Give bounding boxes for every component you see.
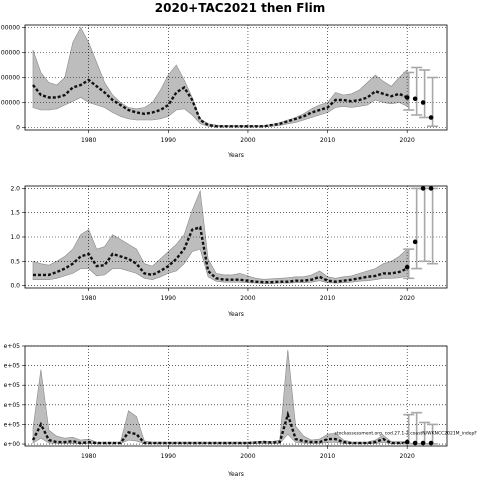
panel-middle-xtick-label: 1980	[81, 295, 96, 302]
panel-bottom-projection-point	[420, 440, 426, 446]
panel-top-projection-point	[428, 115, 434, 120]
panel-middle-ytick-label: 0.0	[10, 283, 20, 290]
panel-top-confidence-band	[32, 26, 408, 128]
panel-bottom-confidence-band	[32, 349, 408, 444]
panel-top-ytick-label: 0	[16, 125, 20, 132]
panel-middle-xtick-label: 1990	[161, 295, 176, 302]
panel-middle-confidence-band	[32, 189, 408, 284]
panel-bottom-plot: 1980 1990 2000 2010 2020 e+00 e+05 e+05 e+05 e+05…	[4, 343, 478, 478]
panel-top-xlabel: Years	[227, 152, 244, 159]
panel-top-projection-point	[420, 100, 426, 105]
panel-middle-ytick-label: 1.5	[10, 210, 20, 217]
panel-bottom-xtick-label: 2000	[240, 453, 255, 460]
panel-bottom-ytick-label: e+00	[4, 441, 21, 448]
panel-bottom-xlabel: Years	[227, 471, 244, 478]
panel-top-ytick-label: 00000	[1, 75, 20, 82]
panel-top-xtick-label: 1990	[161, 137, 176, 144]
panel-middle-xtick-label: 2020	[400, 295, 415, 302]
panel-middle-projection-point	[420, 186, 426, 191]
panel-bottom-ytick-label: e+05	[4, 421, 21, 428]
panel-bottom-ytick-label: e+05	[4, 343, 21, 350]
panel-top-ytick-label: 00000	[1, 25, 20, 32]
panel-bottom-xtick-label: 2010	[320, 453, 335, 460]
panel-middle-projection-point	[428, 186, 434, 191]
panel-bottom-median-line	[31, 410, 408, 445]
panel-middle-median-line	[33, 225, 408, 284]
panel-bottom-xtick-label: 1980	[81, 453, 96, 460]
panel-middle-xlabel: Years	[227, 311, 244, 318]
panel-middle-projection-point	[404, 264, 410, 270]
panel-bottom-frame	[24, 345, 448, 447]
panel-middle-ytick-label: 1.0	[10, 234, 20, 241]
panel-middle-projection-point	[412, 239, 418, 245]
panel-middle-xtick-label: 2000	[240, 295, 255, 302]
panel-top-ytick-label: 00000	[1, 100, 20, 107]
panel-top-xtick-label: 2010	[320, 137, 335, 144]
panel-bottom-ytick-label: e+05	[4, 382, 21, 389]
panel-top-xtick-label: 2000	[240, 137, 255, 144]
panel-bottom-projection-point	[428, 440, 434, 446]
panel-middle-xtick-label: 2010	[320, 295, 335, 302]
panel-middle-ytick-label: 2.0	[10, 185, 20, 192]
panel-bottom-projection-point	[404, 439, 410, 445]
panel-middle-ytick-label: 0.5	[10, 258, 20, 265]
panel-top-plot: 1980 1990 2000 2010 202000000000000000000000…	[1, 25, 448, 159]
panel-top-median-line	[32, 78, 408, 128]
panel-bottom-ytick-label: e+05	[4, 402, 21, 409]
figure-title: 2020+TAC2021 then Flim	[155, 1, 325, 15]
panel-top-projection-point	[412, 96, 418, 102]
panel-top-projection-point	[404, 95, 410, 100]
panel-bottom-annotation: stockassessment.org, cod.27.1-2.coastN/W…	[335, 430, 478, 436]
panel-top-ytick-label: 00000	[1, 50, 20, 57]
panel-bottom-ytick-label: e+05	[4, 363, 21, 370]
panel-bottom-xtick-label: 1990	[161, 453, 176, 460]
panel-top-xtick-label: 2020	[400, 137, 415, 144]
panel-bottom-xtick-label: 2020	[400, 453, 415, 460]
panel-middle-plot: 1980 1990 2000 2010 2020 0.0 0.5 1.0 1.5 2.0 Years	[10, 185, 448, 318]
panel-bottom-projection-point	[412, 440, 418, 446]
panel-top-xtick-label: 1980	[81, 137, 96, 144]
